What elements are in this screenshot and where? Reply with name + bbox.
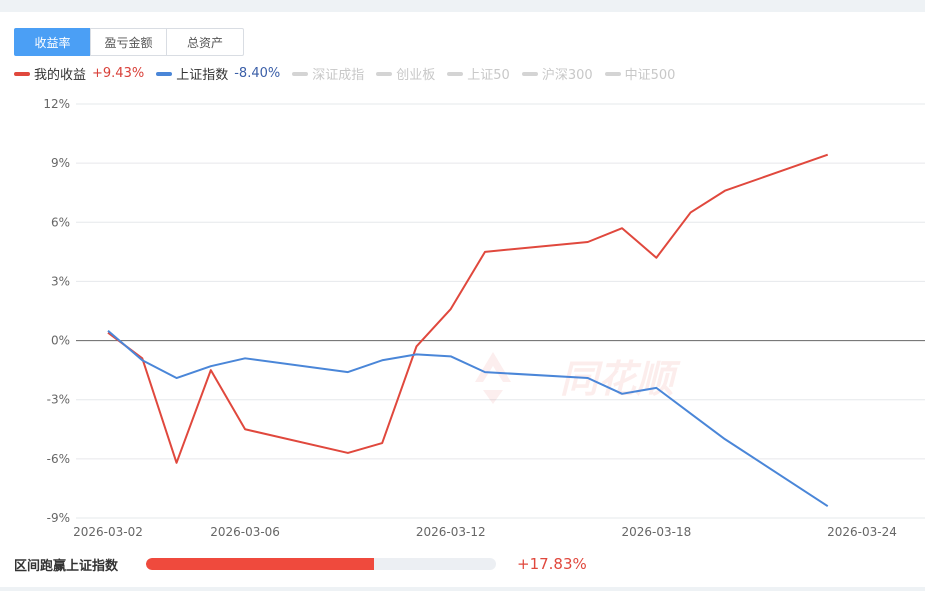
y-axis: 12% 9% 6% 3% 0% -3% -6% -9% xyxy=(43,97,70,525)
y-tick-label: 0% xyxy=(51,334,70,348)
return-chart[interactable]: 同花顺 12%9%6%3%0%-3%-6%-9% 2026-03-02 2026-… xyxy=(0,90,925,545)
chart-grid xyxy=(76,103,925,519)
legend-swatch xyxy=(376,71,393,76)
outperform-bar-fill xyxy=(146,558,374,570)
y-tick-label: -6% xyxy=(47,452,70,466)
bottom-band xyxy=(0,587,925,591)
legend-item-shenzhen-component[interactable]: 深证成指 xyxy=(292,64,364,83)
legend-label: 中证500 xyxy=(624,68,676,83)
legend-label: 上证50 xyxy=(467,68,510,83)
y-tick-label: -9% xyxy=(47,511,70,525)
y-tick-label: 12% xyxy=(43,97,70,111)
legend-item-csi500[interactable]: 中证500 xyxy=(604,64,676,83)
outperform-bar xyxy=(146,558,496,570)
legend-item-sse50[interactable]: 上证50 xyxy=(447,64,510,83)
legend-label: 我的收益 xyxy=(34,68,87,83)
series-lines xyxy=(107,153,829,508)
watermark: 同花顺 xyxy=(475,352,681,404)
legend-swatch xyxy=(156,71,173,76)
legend-label: 创业板 xyxy=(396,68,436,83)
y-tick-label: -3% xyxy=(47,393,70,407)
watermark-logo-icon xyxy=(475,352,511,404)
legend-swatch xyxy=(447,71,464,76)
x-tick-label: 2026-03-06 xyxy=(210,525,280,539)
legend-swatch xyxy=(604,71,621,76)
watermark-text: 同花顺 xyxy=(560,357,681,401)
x-tick-label: 2026-03-24 xyxy=(827,525,897,539)
y-tick-label: 6% xyxy=(51,215,70,229)
legend-item-chinext[interactable]: 创业板 xyxy=(376,64,435,83)
tab-return-rate[interactable]: 收益率 xyxy=(14,28,91,56)
tab-total-assets[interactable]: 总资产 xyxy=(166,28,244,56)
tab-profit-loss[interactable]: 盈亏金额 xyxy=(90,28,167,56)
legend-item-shanghai-index[interactable]: 上证指数 -8.40% xyxy=(156,64,280,83)
legend-label: 沪深300 xyxy=(541,68,593,83)
x-tick-label: 2026-03-18 xyxy=(621,525,691,539)
outperform-value: +17.83% xyxy=(517,555,587,573)
x-tick-label: 2026-03-12 xyxy=(416,525,486,539)
legend-label: 深证成指 xyxy=(312,68,365,83)
chart-legend: 我的收益 +9.43% 上证指数 -8.40% 深证成指 创业板 上证50 沪深… xyxy=(14,64,687,83)
legend-swatch xyxy=(521,71,538,76)
legend-value: +9.43% xyxy=(92,66,145,81)
outperform-label: 区间跑赢上证指数 xyxy=(14,559,119,574)
legend-value: -8.40% xyxy=(234,66,281,81)
legend-item-csi300[interactable]: 沪深300 xyxy=(521,64,593,83)
legend-swatch xyxy=(292,71,309,76)
legend-label: 上证指数 xyxy=(176,68,229,83)
legend-swatch xyxy=(14,71,30,76)
x-axis: 2026-03-02 2026-03-06 2026-03-12 2026-03-18… xyxy=(73,525,897,539)
x-tick-label: 2026-03-02 xyxy=(73,525,143,539)
metric-tabs: 收益率 盈亏金额 总资产 xyxy=(14,28,244,56)
top-band xyxy=(0,0,925,12)
y-tick-label: 3% xyxy=(51,274,70,288)
y-tick-label: 9% xyxy=(51,156,70,170)
legend-item-my-return[interactable]: 我的收益 +9.43% xyxy=(14,64,144,83)
series-line-shanghai-index xyxy=(107,329,829,508)
series-line-my-return xyxy=(107,153,829,464)
